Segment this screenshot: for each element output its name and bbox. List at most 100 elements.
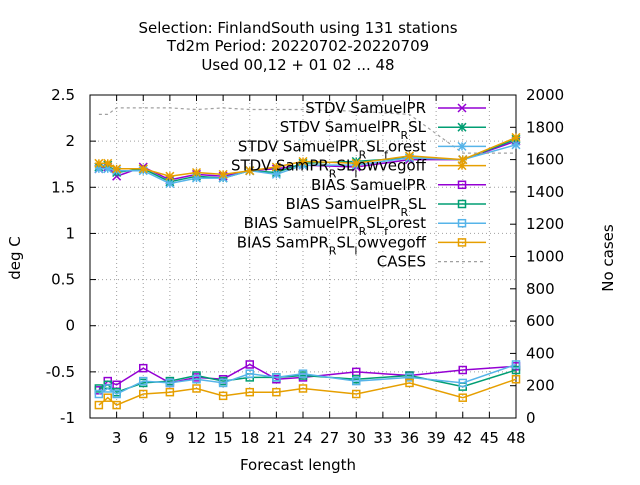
data-point xyxy=(457,122,467,132)
legend-entry-5: BIAS SamuelPRRSL xyxy=(285,195,486,219)
series-6 xyxy=(94,360,521,399)
data-point xyxy=(272,387,281,397)
x-tick-label: 48 xyxy=(506,429,525,447)
data-point xyxy=(405,378,414,388)
data-point xyxy=(218,378,228,388)
x-axis-label: Forecast length xyxy=(240,456,356,474)
data-point xyxy=(404,151,415,161)
series-line xyxy=(98,107,516,154)
data-point xyxy=(457,199,467,209)
data-point xyxy=(352,376,361,386)
data-point xyxy=(112,164,122,174)
x-tick-label: 12 xyxy=(187,429,206,447)
y-tick-label: 1 xyxy=(65,224,75,242)
legend-entry-1: STDV SamuelPRRSL xyxy=(280,118,486,142)
legend-label: BIAS SamuelPR xyxy=(311,176,426,194)
series-7 xyxy=(94,374,521,410)
data-point xyxy=(94,384,104,393)
legend-label: BIAS SamPRRSLlowvegoff xyxy=(237,233,427,257)
series-line xyxy=(98,369,517,394)
data-point xyxy=(218,391,228,401)
y2-tick-label: 1200 xyxy=(526,215,564,233)
data-point xyxy=(511,365,521,375)
x-tick-label: 30 xyxy=(347,429,366,447)
series-8 xyxy=(98,107,516,154)
data-point xyxy=(457,141,467,151)
y-tick-label: -1 xyxy=(60,409,75,427)
legend-label: STDV SamuelPRRSL xyxy=(280,118,427,142)
y-tick-label: 1.5 xyxy=(51,178,75,196)
x-tick-label: 42 xyxy=(453,429,472,447)
data-point xyxy=(351,158,361,168)
legend-label: CASES xyxy=(377,253,426,271)
x-tick-label: 36 xyxy=(400,429,419,447)
series-line xyxy=(98,136,517,177)
data-point xyxy=(405,373,414,382)
data-point xyxy=(245,166,255,176)
data-point xyxy=(457,180,467,190)
data-point xyxy=(192,384,201,393)
legend-label: BIAS SamuelPRRSLforest xyxy=(244,214,426,238)
data-point xyxy=(352,389,361,399)
data-point xyxy=(112,400,121,410)
data-point xyxy=(272,373,281,382)
y-tick-label: 0.5 xyxy=(51,271,75,289)
data-point xyxy=(165,378,175,388)
data-point xyxy=(457,218,467,228)
legend-label: STDV SamuelPR xyxy=(305,99,426,117)
legend-entry-7: BIAS SamPRRSLlowvegoff xyxy=(237,233,486,257)
y2-tick-label: 400 xyxy=(526,344,555,362)
y2-tick-label: 600 xyxy=(526,312,555,330)
legend-entry-4: BIAS SamuelPR xyxy=(311,176,486,194)
data-point xyxy=(271,162,281,172)
series-layer xyxy=(94,107,521,410)
y2-tick-label: 1000 xyxy=(526,248,564,266)
legend-entry-0: STDV SamuelPR xyxy=(305,99,486,117)
data-point xyxy=(511,374,521,384)
x-tick-label: 27 xyxy=(320,429,339,447)
x-tick-label: 24 xyxy=(293,429,312,447)
chart-title-line-1: Selection: FinlandSouth using 131 statio… xyxy=(138,19,457,37)
data-point xyxy=(139,376,148,386)
y-axis-label: deg C xyxy=(6,236,24,280)
x-tick-label: 33 xyxy=(373,429,392,447)
data-point xyxy=(458,365,467,375)
y2-axis-label: No cases xyxy=(599,224,617,292)
data-point xyxy=(139,389,148,399)
x-tick-label: 3 xyxy=(112,429,122,447)
x-tick-label: 6 xyxy=(138,429,148,447)
x-tick-label: 18 xyxy=(240,429,259,447)
series-line xyxy=(98,378,517,406)
data-point xyxy=(457,103,467,113)
legend-label: BIAS SamuelPRRSL xyxy=(285,195,426,219)
data-point xyxy=(138,164,148,174)
data-point xyxy=(165,179,175,189)
legend-label: STDV SamPRRSLlowvegoff xyxy=(231,157,427,181)
legend-entry-2: STDV SamuelPRRSLforest xyxy=(238,137,486,161)
legend-entry-6: BIAS SamuelPRRSLforest xyxy=(244,214,486,238)
x-tick-label: 15 xyxy=(214,429,233,447)
series-line xyxy=(98,363,517,395)
data-point xyxy=(165,171,175,181)
y2-tick-label: 200 xyxy=(526,377,555,395)
chart-title-line-3: Used 00,12 + 01 02 ... 48 xyxy=(201,56,394,74)
data-point xyxy=(103,393,112,402)
data-point xyxy=(165,387,175,397)
y2-tick-label: 0 xyxy=(526,409,536,427)
data-point xyxy=(298,384,308,393)
data-point xyxy=(192,374,201,384)
data-point xyxy=(191,167,202,178)
data-point xyxy=(511,140,521,150)
y-tick-label: 2.5 xyxy=(51,86,75,104)
data-point xyxy=(245,360,254,369)
marker-stroke xyxy=(457,103,467,113)
y2-tick-label: 1600 xyxy=(526,151,564,169)
data-point xyxy=(511,132,521,142)
series-line xyxy=(98,363,517,391)
data-point xyxy=(457,161,467,171)
data-point xyxy=(458,378,467,388)
series-line xyxy=(98,140,517,181)
data-point xyxy=(103,384,112,393)
